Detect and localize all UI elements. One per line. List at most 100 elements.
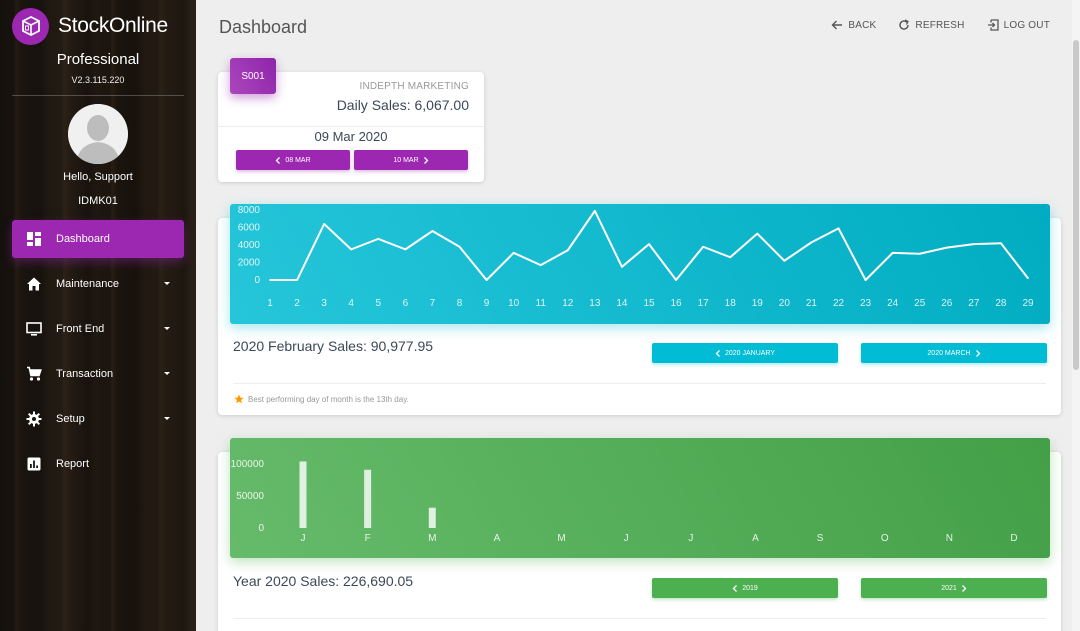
page-scrollbar[interactable] [1072, 0, 1080, 631]
series-line [270, 209, 1029, 281]
sidebar-item-transaction[interactable]: Transaction [12, 355, 184, 393]
home-icon [24, 274, 44, 294]
x-tick-label: 25 [914, 298, 926, 309]
x-tick-label: 16 [671, 298, 683, 309]
best-day-text: Best performing day of month is the 13th… [248, 394, 409, 404]
y-tick-label: 2000 [238, 258, 261, 269]
y-tick-label: 100000 [231, 459, 265, 470]
prev-day-button[interactable]: 08 MAR [236, 150, 350, 170]
caret-down-icon [164, 327, 170, 330]
y-tick-label: 50000 [236, 491, 264, 502]
next-year-label: 2021 [941, 584, 957, 592]
data-point [485, 279, 488, 281]
monthly-sales-card: 0 2000 4000 6000 8000 1 2 3 4 5 6 7 8 9 10 11 12 13 14 15 16… [218, 204, 1061, 415]
data-point [269, 279, 271, 281]
x-tick-label: O [881, 533, 889, 544]
x-tick-label: 9 [484, 298, 490, 309]
sidebar-item-label: Transaction [56, 368, 114, 380]
data-point [729, 256, 732, 259]
monthly-sales-title: 2020 February Sales: 90,977.95 [233, 338, 434, 354]
x-tick-label: 5 [376, 298, 382, 309]
x-tick-label: J [301, 533, 306, 544]
yearly-sales-chart: 0 50000 100000 J F M A M J J A S O N D [230, 438, 1050, 558]
next-month-button[interactable]: 2020 MARCH [861, 343, 1047, 363]
x-tick-label: 21 [806, 298, 818, 309]
refresh-button[interactable]: REFRESH [898, 19, 964, 31]
x-tick-label: 20 [779, 298, 791, 309]
best-day-note: Best performing day of month is the 13th… [234, 394, 409, 404]
back-button[interactable]: BACK [831, 19, 876, 31]
x-tick-label: 3 [321, 298, 327, 309]
card-divider [233, 383, 1046, 384]
y-tick-label: 8000 [238, 205, 261, 216]
prev-year-label: 2019 [742, 584, 758, 592]
store-code-badge: S001 [230, 58, 276, 94]
next-year-button[interactable]: 2021 [861, 578, 1047, 598]
sidebar-item-maintenance[interactable]: Maintenance [12, 265, 184, 303]
data-point [323, 223, 325, 225]
sidebar-item-setup[interactable]: Setup [12, 400, 184, 438]
daily-sales: Daily Sales: 6,067.00 [336, 97, 469, 113]
app-name: StockOnline [58, 14, 168, 37]
logout-icon [987, 19, 999, 31]
data-point [864, 279, 867, 281]
dashboard-icon [24, 229, 44, 249]
x-tick-label: 27 [968, 298, 980, 309]
x-tick-label: 28 [995, 298, 1007, 309]
sidebar: StockOnline Professional V2.3.115.220 He… [0, 0, 196, 631]
avatar[interactable] [68, 104, 128, 164]
bar [299, 461, 307, 528]
top-actions: BACK REFRESH LOG OUT [831, 19, 1050, 31]
sidebar-item-report[interactable]: Report [12, 445, 184, 483]
yearly-sales-title: Year 2020 Sales: 226,690.05 [233, 573, 414, 589]
sidebar-item-dashboard[interactable]: Dashboard [12, 220, 184, 258]
chevron-left-icon [275, 156, 281, 164]
sidebar-item-label: Report [56, 458, 90, 470]
data-point [539, 264, 542, 266]
bar-chart-icon [24, 454, 44, 474]
x-tick-label: 4 [348, 298, 354, 309]
x-tick-label: 10 [508, 298, 520, 309]
x-tick-label: 29 [1022, 298, 1034, 309]
card-divider [218, 126, 484, 127]
data-point [945, 246, 948, 249]
prev-day-label: 08 MAR [285, 156, 311, 164]
next-month-label: 2020 MARCH [927, 349, 971, 357]
refresh-label: REFRESH [915, 19, 965, 31]
caret-down-icon [164, 282, 170, 285]
sidebar-item-label: Setup [56, 413, 85, 425]
x-tick-label: 14 [616, 298, 628, 309]
logo[interactable]: StockOnline [0, 0, 196, 52]
x-tick-label: 26 [941, 298, 953, 309]
sidebar-item-label: Dashboard [56, 233, 110, 245]
star-icon [234, 394, 244, 404]
sidebar-item-front-end[interactable]: Front End [12, 310, 184, 348]
x-tick-label: A [494, 533, 501, 544]
chevron-right-icon [961, 584, 967, 592]
x-tick-label: D [1010, 533, 1017, 544]
sidebar-item-label: Front End [56, 323, 105, 335]
data-point [918, 252, 921, 255]
chevron-left-icon [715, 349, 720, 357]
x-tick-label: 13 [589, 298, 601, 309]
x-tick-label: A [752, 533, 759, 544]
next-day-button[interactable]: 10 MAR [354, 150, 468, 170]
caret-down-icon [164, 372, 170, 375]
chevron-left-icon [732, 584, 738, 592]
x-tick-label: 7 [430, 298, 436, 309]
x-tick-label: J [624, 533, 629, 544]
x-tick-label: 1 [267, 298, 273, 309]
scrollbar-thumb[interactable] [1073, 40, 1079, 370]
data-point [594, 210, 596, 212]
next-day-label: 10 MAR [393, 156, 419, 164]
x-tick-label: J [688, 533, 693, 544]
prev-year-button[interactable]: 2019 [652, 578, 838, 598]
data-point [891, 252, 894, 254]
prev-month-button[interactable]: 2020 JANUARY [652, 343, 838, 363]
x-tick-label: 17 [698, 298, 710, 309]
chevron-right-icon [423, 156, 429, 164]
y-tick-label: 6000 [238, 223, 261, 234]
data-point [621, 266, 623, 268]
back-label: BACK [848, 19, 877, 31]
logout-button[interactable]: LOG OUT [987, 19, 1050, 31]
